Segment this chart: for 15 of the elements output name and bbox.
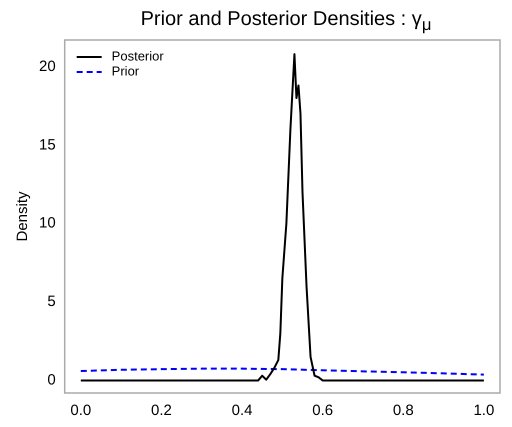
y-tick-label: 0 [47,372,56,389]
chart-title: Prior and Posterior Densities : γ$_{μ}$ [140,8,432,35]
x-tick-label: 0.8 [392,402,414,420]
x-tick-label: 1.0 [473,402,494,420]
legend-label: Prior [112,64,140,79]
y-tick-label: 20 [38,58,56,75]
x-tick-label: 0.2 [150,402,172,420]
y-axis-title: Density [14,191,32,242]
x-tick-label: 0.6 [312,402,334,420]
y-tick-label: 5 [47,293,56,310]
x-tick-label: 0.4 [232,402,252,420]
y-tick-label: 15 [38,136,56,154]
y-tick-label: 10 [38,214,56,232]
x-tick-label: 0.0 [70,402,92,420]
legend-label: Posterior [112,48,164,64]
